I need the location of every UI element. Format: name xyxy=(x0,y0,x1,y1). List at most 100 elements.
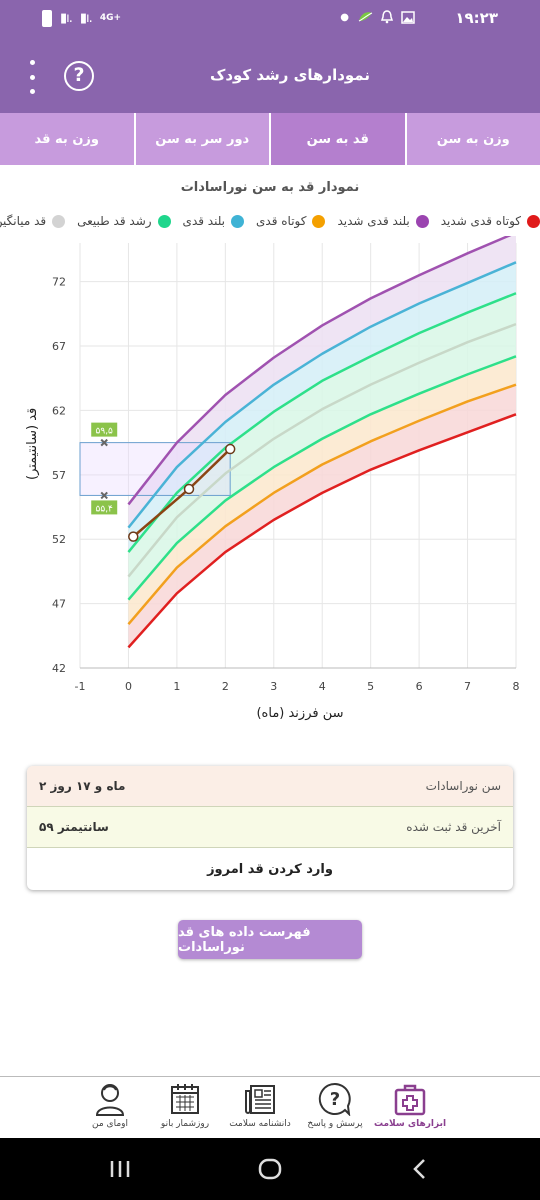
recent-apps-icon xyxy=(110,1161,130,1177)
x-tick-label: 5 xyxy=(367,680,374,693)
percentile-band xyxy=(128,262,516,553)
nav-label: ابزارهای سلامت xyxy=(373,1119,447,1129)
legend-item-short[interactable]: کوتاه قدی xyxy=(256,214,326,228)
nav-encyclopedia[interactable]: دانشنامه سلامت xyxy=(220,1082,300,1129)
nav-health-tools[interactable]: ابزارهای سلامت xyxy=(370,1082,450,1129)
percentile-band xyxy=(128,356,516,625)
chart-title: نمودار قد به سن نوراسادات xyxy=(180,180,360,195)
more-vert-icon[interactable] xyxy=(28,60,36,94)
alarm-icon xyxy=(381,10,393,24)
tab-head-circumference[interactable]: دور سر به سن xyxy=(133,113,270,165)
nav-label: روزشمار بانو xyxy=(160,1119,210,1129)
percentile-band xyxy=(128,293,516,577)
status-bar: ▮ı. ▮ı. 4G+ ● ۱۹:۲۳ xyxy=(0,0,540,38)
newspaper-icon xyxy=(245,1085,275,1114)
tab-height-for-age[interactable]: قد به سن xyxy=(269,113,405,165)
status-left: ▮ı. ▮ı. 4G+ xyxy=(42,10,121,27)
x-tick-label: 6 xyxy=(416,680,423,693)
recent-apps-button[interactable] xyxy=(95,1138,145,1200)
y-tick-label: 52 xyxy=(52,533,66,546)
tab-bar: وزن به قد دور سر به سن قد به سن وزن به س… xyxy=(0,113,540,165)
percentile-curve xyxy=(127,355,517,601)
percentile-curve xyxy=(127,322,517,578)
y-tick-label: 57 xyxy=(52,469,66,482)
y-tick-label: 47 xyxy=(52,598,66,611)
bottom-nav: اومای من روزشمار بانو دانشنامه سلامت ? پ… xyxy=(0,1076,540,1138)
child-info-card: ۲ ماه و ۱۷ روز سن نوراسادات ۵۹ سانتیمتر … xyxy=(27,766,513,890)
tab-weight-for-age[interactable]: وزن به سن xyxy=(404,113,540,165)
y-axis-label: قد (سانتیمتر) xyxy=(25,407,40,480)
last-height-value: ۵۹ سانتیمتر xyxy=(39,820,109,834)
legend-label: بلند قدی شدید xyxy=(337,214,410,228)
age-value: ۲ ماه و ۱۷ روز xyxy=(39,779,126,793)
question-bubble-icon: ? xyxy=(318,1082,351,1116)
tab-weight-for-height[interactable]: وزن به قد xyxy=(34,131,100,147)
nav-questions[interactable]: ? پرسش و پاسخ xyxy=(295,1082,375,1129)
range-value-label: ۵۵,۴ xyxy=(96,504,114,514)
percentile-curve xyxy=(127,236,512,506)
legend-label: رشد قد طبیعی xyxy=(77,214,152,228)
x-tick-label: 3 xyxy=(270,680,277,693)
x-tick-label: 8 xyxy=(513,680,520,693)
network-type: 4G+ xyxy=(99,13,122,23)
legend-item-normal[interactable]: رشد قد طبیعی xyxy=(77,214,171,228)
back-button[interactable] xyxy=(395,1138,445,1200)
legend-dot xyxy=(415,214,429,228)
signal-icon: ▮ı. xyxy=(60,11,73,26)
legend-label: قد میانگین xyxy=(0,214,47,228)
signal-icon-2: ▮ı. xyxy=(79,11,93,26)
x-tick-label: 4 xyxy=(319,680,326,693)
legend-dot xyxy=(231,214,245,228)
page-title: نمودارهای رشد کودک xyxy=(209,66,370,84)
y-tick-label: 67 xyxy=(52,340,66,353)
age-label: سن نوراسادات xyxy=(425,779,501,793)
nav-label: اومای من xyxy=(92,1119,128,1129)
legend-item-average[interactable]: قد میانگین xyxy=(0,214,66,228)
legend-dot xyxy=(52,214,66,228)
dot-icon: ● xyxy=(340,11,349,23)
home-icon xyxy=(258,1158,282,1180)
nav-label: پرسش و پاسخ xyxy=(307,1119,363,1129)
legend-item-tall[interactable]: بلند قدی xyxy=(183,214,245,228)
svg-text:?: ? xyxy=(330,1089,340,1110)
legend-dot xyxy=(312,214,326,228)
legend-item-severe-short[interactable]: کوتاه قدی شدید xyxy=(441,214,540,228)
legend-item-severe-tall[interactable]: بلند قدی شدید xyxy=(337,214,429,228)
legend-label: کوتاه قدی شدید xyxy=(440,214,521,228)
percentile-curve xyxy=(127,383,517,626)
x-tick-label: 2 xyxy=(222,680,229,693)
clock: ۱۹:۲۳ xyxy=(455,9,498,27)
y-tick-label: 72 xyxy=(52,276,66,289)
age-row: ۲ ماه و ۱۷ روز سن نوراسادات xyxy=(27,766,513,807)
x-axis-label: سن فرزند (ماه) xyxy=(256,706,344,721)
nav-label: دانشنامه سلامت xyxy=(229,1119,291,1129)
x-tick-label: -1 xyxy=(75,680,86,693)
home-button[interactable] xyxy=(245,1138,295,1200)
child-height-point xyxy=(183,483,195,495)
percentile-curve xyxy=(127,261,517,529)
x-tick-label: 1 xyxy=(173,680,180,693)
app-logo-icon xyxy=(358,12,373,22)
range-value-label: ۵۹,۵ xyxy=(96,427,114,437)
child-height-point xyxy=(128,531,139,542)
range-marker-x xyxy=(100,491,108,500)
help-icon[interactable]: ? xyxy=(64,61,94,91)
app-header: ? نمودارهای رشد کودک xyxy=(0,38,540,113)
x-tick-label: 0 xyxy=(125,680,132,693)
chart-legend: کوتاه قدی شدید بلند قدی شدید کوتاه قدی ب… xyxy=(0,214,540,236)
percentile-curve xyxy=(127,292,517,553)
calendar-icon xyxy=(171,1084,199,1114)
nav-my-profile[interactable]: اومای من xyxy=(70,1082,150,1129)
battery-icon xyxy=(42,10,52,27)
child-height-point xyxy=(224,443,236,455)
range-value-badge xyxy=(91,422,118,437)
range-marker-x xyxy=(100,438,108,447)
nav-calendar[interactable]: روزشمار بانو xyxy=(145,1082,225,1129)
image-icon xyxy=(401,10,415,24)
y-tick-label: 62 xyxy=(52,404,66,417)
height-list-button[interactable]: فهرست داده های قد نوراسادات xyxy=(178,920,362,959)
notification-icons: ● xyxy=(340,10,415,24)
enter-today-height-button[interactable]: وارد کردن قد امروز xyxy=(207,861,333,877)
